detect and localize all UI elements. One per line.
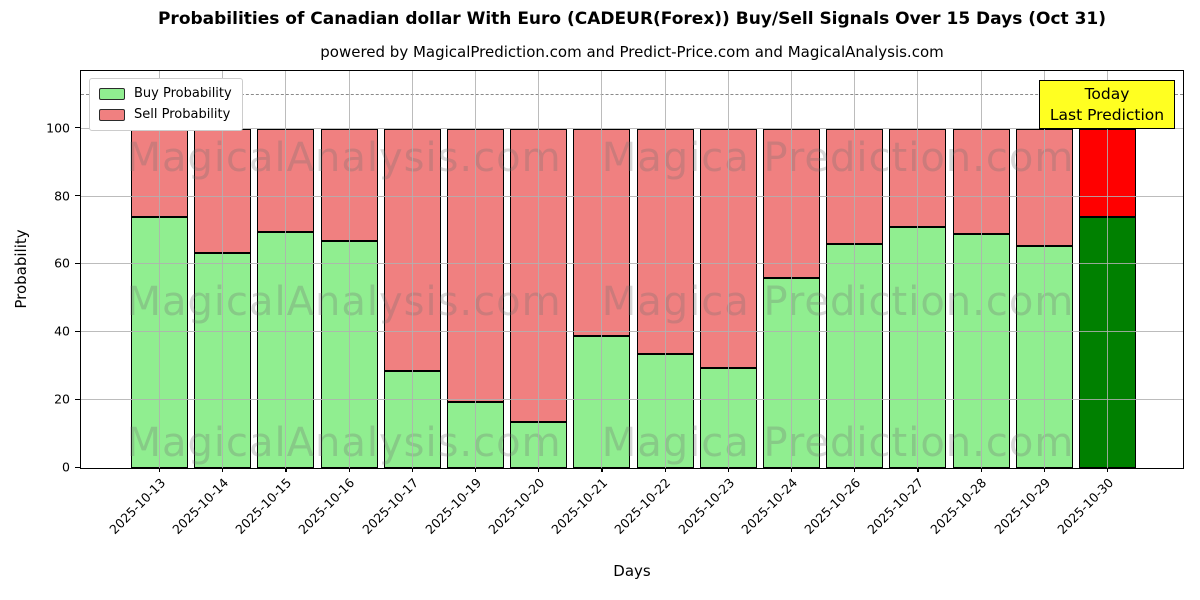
y-tick-mark	[75, 127, 80, 129]
today-annotation-line2: Last Prediction	[1049, 105, 1165, 124]
v-gridline	[664, 71, 666, 468]
y-tick-label: 0	[62, 459, 70, 475]
x-tick-label: 2025-10-21	[548, 475, 611, 537]
x-tick-label: 2025-10-23	[674, 475, 737, 537]
legend-entry-buy: Buy Probability	[99, 86, 232, 101]
x-tick-label: 2025-10-15	[232, 475, 295, 537]
x-tick-label: 2025-10-19	[422, 475, 485, 537]
v-gridline	[538, 71, 540, 468]
y-tick-label: 60	[54, 255, 70, 271]
legend-label-sell: Sell Probability	[134, 107, 231, 122]
v-gridline	[285, 71, 287, 468]
chart-subtitle: powered by MagicalPrediction.com and Pre…	[320, 43, 944, 61]
x-tick-mark	[475, 467, 477, 472]
x-tick-label: 2025-10-29	[990, 475, 1053, 537]
x-tick-label: 2025-10-24	[738, 475, 801, 537]
x-tick-mark	[1043, 467, 1046, 472]
x-tick-mark	[159, 467, 161, 472]
v-gridline	[791, 71, 792, 468]
v-gridline	[854, 71, 856, 468]
v-gridline	[1043, 71, 1045, 468]
y-tick-label: 80	[54, 188, 70, 204]
x-tick-label: 2025-10-26	[801, 475, 864, 537]
x-tick-label: 2025-10-22	[611, 475, 674, 537]
plot-area: MagicalAnalysis.com Magica Prediction.co…	[46, 70, 1184, 537]
today-annotation-line1: Today	[1084, 84, 1130, 103]
h-gridline	[81, 127, 1183, 129]
h-gridline	[81, 195, 1183, 197]
v-gridline	[1107, 71, 1108, 468]
v-gridline	[348, 71, 350, 468]
x-tick-mark	[664, 467, 666, 472]
dashed-threshold-line	[81, 93, 1183, 95]
legend-label-buy: Buy Probability	[134, 86, 232, 101]
x-tick-label: 2025-10-27	[864, 475, 927, 537]
v-gridline	[727, 71, 729, 468]
x-tick-mark	[538, 467, 540, 472]
v-gridline	[980, 71, 982, 468]
y-tick-mark	[75, 262, 80, 265]
legend-entry-sell: Sell Probability	[99, 107, 232, 122]
v-gridline	[475, 71, 476, 468]
v-gridline	[411, 71, 413, 468]
x-tick-label: 2025-10-13	[106, 475, 169, 537]
x-tick-label: 2025-10-30	[1054, 475, 1117, 537]
v-gridline	[222, 71, 224, 468]
y-tick-label: 20	[54, 391, 70, 407]
y-tick-mark	[75, 195, 80, 197]
x-tick-mark	[791, 467, 793, 472]
x-tick-mark	[348, 467, 350, 472]
x-axis-label: Days	[613, 562, 651, 580]
legend-swatch-buy	[99, 87, 125, 100]
x-tick-mark	[285, 467, 287, 472]
h-gridline	[81, 263, 1183, 265]
x-tick-label: 2025-10-17	[358, 475, 421, 537]
v-gridline	[917, 71, 919, 468]
x-tick-mark	[917, 467, 919, 472]
h-gridline	[81, 331, 1183, 333]
y-tick-mark	[75, 330, 80, 333]
x-tick-label: 2025-10-14	[169, 475, 232, 537]
x-tick-mark	[601, 467, 603, 472]
x-tick-mark	[980, 467, 982, 472]
h-gridline	[81, 399, 1183, 401]
x-tick-mark	[222, 467, 224, 472]
v-gridline	[601, 71, 603, 468]
x-tick-label: 2025-10-20	[485, 475, 548, 537]
y-axis-label: Probability	[12, 229, 30, 309]
today-annotation-box: Today Last Prediction	[1039, 80, 1175, 129]
legend: Buy Probability Sell Probability	[89, 78, 243, 131]
legend-swatch-sell	[99, 108, 125, 121]
y-tick-mark	[75, 466, 80, 468]
chart-title: Probabilities of Canadian dollar With Eu…	[157, 9, 1107, 29]
v-gridline	[159, 71, 160, 468]
x-tick-mark	[411, 467, 414, 472]
x-tick-label: 2025-10-28	[927, 475, 990, 537]
x-tick-mark	[727, 467, 730, 472]
x-tick-label: 2025-10-16	[295, 475, 358, 537]
x-tick-mark	[854, 467, 856, 472]
x-tick-mark	[1107, 467, 1109, 472]
y-tick-label: 100	[46, 120, 70, 136]
y-tick-mark	[75, 398, 80, 400]
y-tick-label: 40	[54, 323, 70, 339]
